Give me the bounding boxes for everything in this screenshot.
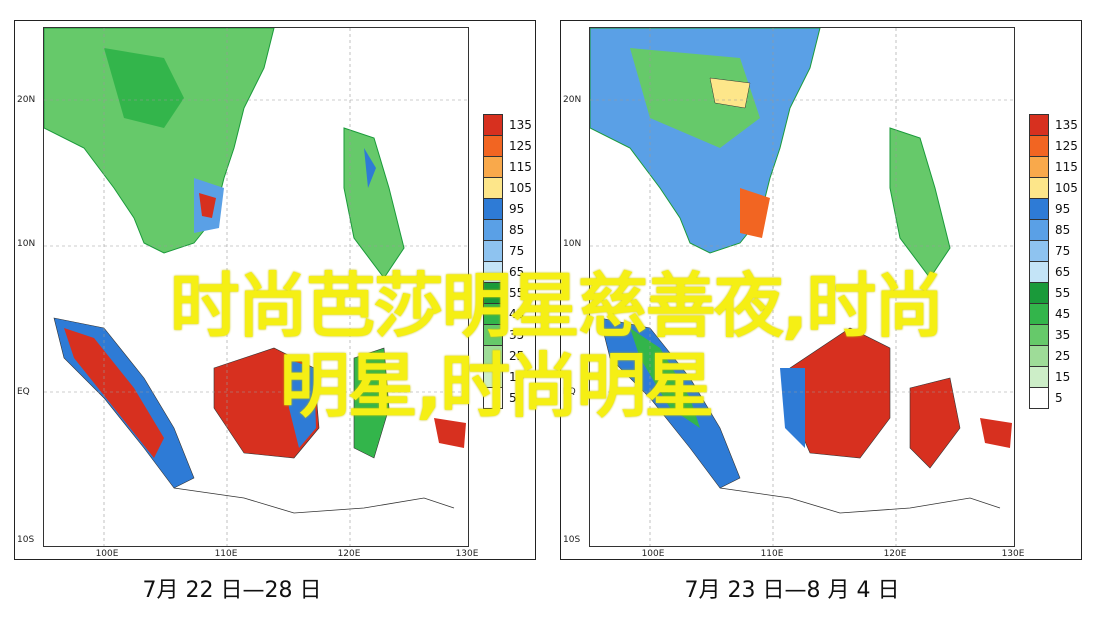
- lon-label-110e: 110E: [760, 549, 784, 559]
- lat-label-20n: 20N: [17, 95, 36, 105]
- colorbar-label: 85: [509, 223, 525, 237]
- map-graphic: [590, 28, 1014, 546]
- colorbar-label: 65: [1055, 265, 1071, 279]
- lat-label-10s: 10S: [563, 535, 581, 545]
- colorbar-label: 15: [1055, 370, 1071, 384]
- colorbar-swatch: [483, 387, 503, 409]
- colorbar-label: 35: [1055, 328, 1071, 342]
- caption-right: 7月 23 日—8 月 4 日: [684, 578, 900, 603]
- colorbar-label: 5: [509, 391, 517, 405]
- colorbar-swatch: [483, 114, 503, 136]
- colorbar: 135 125 115 105 95 85 75 65 55 45 35 25 15 5: [1029, 114, 1078, 409]
- colorbar-label: 25: [509, 349, 525, 363]
- colorbar-swatch: [483, 219, 503, 241]
- colorbar-swatch: [1029, 387, 1049, 409]
- colorbar-label: 55: [509, 286, 525, 300]
- colorbar-swatch: [1029, 177, 1049, 199]
- precipitation-map: [43, 27, 469, 547]
- colorbar-swatch: [483, 198, 503, 220]
- lon-label-110e: 110E: [214, 549, 238, 559]
- colorbar-label: 135: [509, 118, 532, 132]
- lon-label-100e: 100E: [641, 549, 665, 559]
- colorbar-label: 105: [1055, 181, 1078, 195]
- lon-label-100e: 100E: [95, 549, 119, 559]
- lon-label-130e: 130E: [1001, 549, 1025, 559]
- colorbar-label: 105: [509, 181, 532, 195]
- colorbar-label: 65: [509, 265, 525, 279]
- colorbar-label: 115: [1055, 160, 1078, 174]
- colorbar-label: 85: [1055, 223, 1071, 237]
- colorbar-label: 55: [1055, 286, 1071, 300]
- colorbar-swatch: [1029, 114, 1049, 136]
- colorbar-swatch: [483, 135, 503, 157]
- colorbar-label: 45: [509, 307, 525, 321]
- precipitation-map: [589, 27, 1015, 547]
- colorbar-label: 45: [1055, 307, 1071, 321]
- lon-label-130e: 130E: [455, 549, 479, 559]
- lat-label-10n: 10N: [563, 239, 582, 249]
- forecast-panel-left: 20N 10N EQ 10S: [14, 20, 536, 560]
- lat-label-10s: 10S: [17, 535, 35, 545]
- colorbar-label: 95: [509, 202, 525, 216]
- map-graphic: [44, 28, 468, 546]
- forecast-panel-right: 20N 10N EQ 10S 100E 110E 120E 130E 135 12…: [560, 20, 1082, 560]
- colorbar-swatch: [1029, 198, 1049, 220]
- colorbar-label: 25: [1055, 349, 1071, 363]
- colorbar-label: 15: [509, 370, 525, 384]
- colorbar-label: 75: [509, 244, 525, 258]
- colorbar-label: 75: [1055, 244, 1071, 258]
- colorbar-swatch: [483, 177, 503, 199]
- overlay-title-line1: 时尚芭莎明星慈善夜,时尚: [169, 265, 945, 347]
- colorbar-label: 95: [1055, 202, 1071, 216]
- overlay-title-line2: 明星,时尚明星: [279, 345, 715, 427]
- lon-label-120e: 120E: [883, 549, 907, 559]
- colorbar: 135 125 115 105 95 85 75 65 55 45 35 25 15 5: [483, 114, 532, 409]
- colorbar-swatch: [1029, 156, 1049, 178]
- colorbar-label: 115: [509, 160, 532, 174]
- colorbar-swatch: [483, 156, 503, 178]
- colorbar-label: 5: [1055, 391, 1063, 405]
- lat-label-eq: EQ: [17, 387, 30, 397]
- colorbar-label: 125: [1055, 139, 1078, 153]
- caption-left: 7月 22 日—28 日: [142, 578, 322, 603]
- lat-label-eq: EQ: [563, 387, 576, 397]
- lon-label-120e: 120E: [337, 549, 361, 559]
- colorbar-swatch: [1029, 219, 1049, 241]
- colorbar-label: 125: [509, 139, 532, 153]
- lat-label-10n: 10N: [17, 239, 36, 249]
- colorbar-label: 35: [509, 328, 525, 342]
- colorbar-swatch: [1029, 135, 1049, 157]
- lat-label-20n: 20N: [563, 95, 582, 105]
- colorbar-label: 135: [1055, 118, 1078, 132]
